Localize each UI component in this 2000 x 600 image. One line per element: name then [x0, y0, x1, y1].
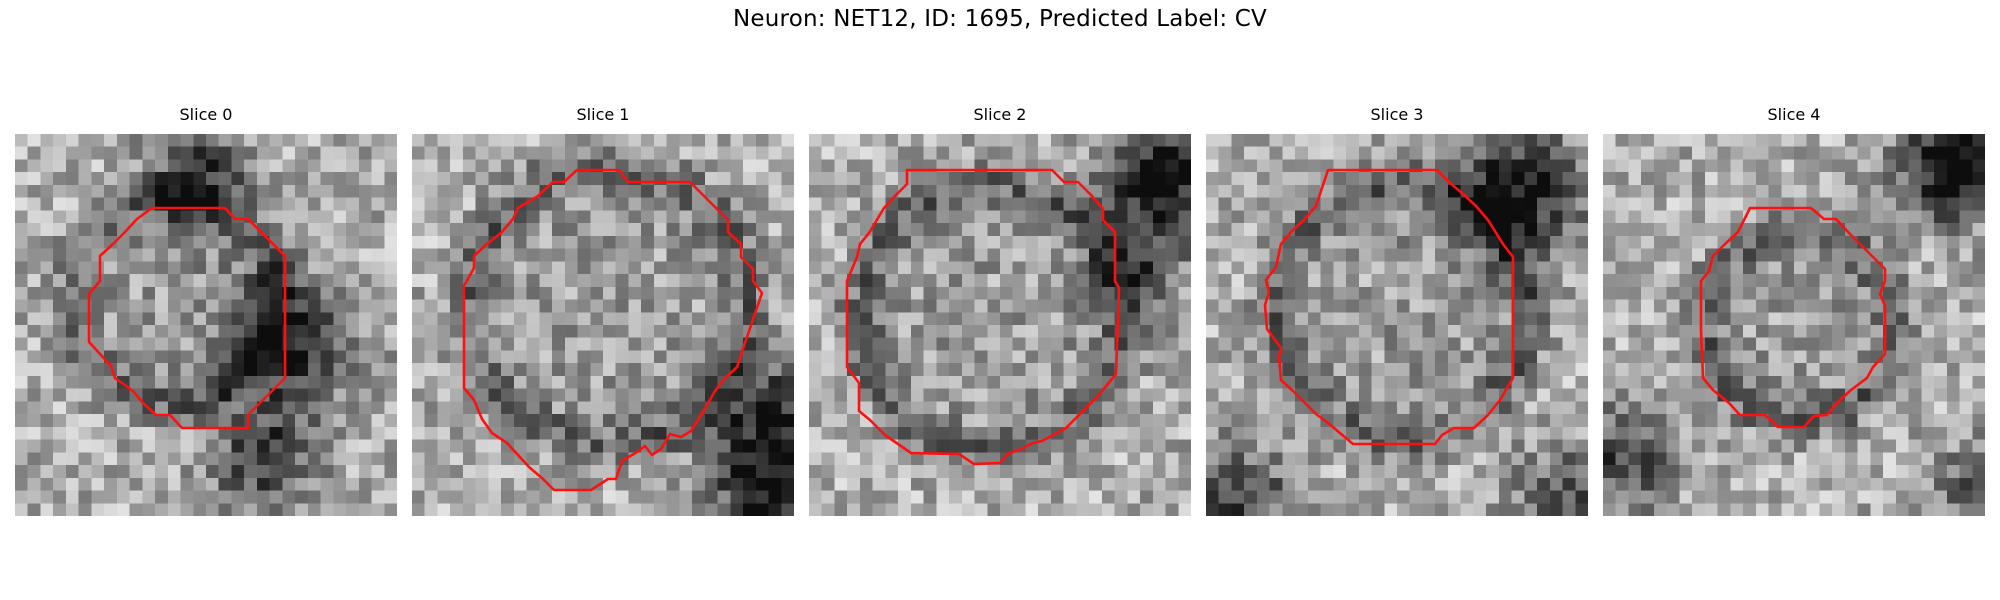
roi-contour-0 — [87, 206, 287, 430]
slice-overlay-3 — [1263, 168, 1515, 446]
slice-image-2 — [809, 134, 1191, 516]
slice-image-4 — [1603, 134, 1985, 516]
slice-panel-4: Slice 4 — [1603, 105, 1985, 516]
slice-title-2: Slice 2 — [973, 105, 1027, 124]
slice-title-3: Slice 3 — [1370, 105, 1424, 124]
slice-title-4: Slice 4 — [1767, 105, 1821, 124]
roi-contour-2 — [845, 168, 1121, 466]
slice-panel-1: Slice 1 — [412, 105, 794, 516]
slice-overlay-2 — [845, 168, 1121, 466]
slice-panel-2: Slice 2 — [809, 105, 1191, 516]
slice-image-1 — [412, 134, 794, 516]
roi-contour-1 — [462, 168, 764, 492]
roi-contour-3 — [1263, 168, 1515, 446]
slice-panel-0: Slice 0 — [15, 105, 397, 516]
slice-image-3 — [1206, 134, 1588, 516]
slice-title-1: Slice 1 — [576, 105, 630, 124]
slice-title-0: Slice 0 — [179, 105, 233, 124]
slice-overlay-0 — [87, 206, 287, 430]
slice-image-0 — [15, 134, 397, 516]
slice-panel-3: Slice 3 — [1206, 105, 1588, 516]
figure-title: Neuron: NET12, ID: 1695, Predicted Label… — [733, 6, 1267, 32]
slice-overlay-4 — [1699, 206, 1887, 429]
slice-overlay-1 — [462, 168, 764, 492]
roi-contour-4 — [1699, 206, 1887, 429]
